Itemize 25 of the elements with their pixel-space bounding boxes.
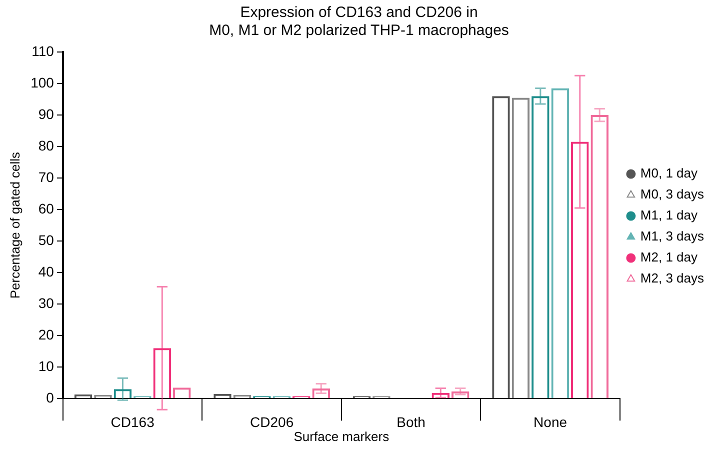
- x-axis-title: Surface markers: [294, 428, 390, 444]
- legend-label: M0, 1 day: [640, 166, 698, 181]
- y-tick-label: 50: [38, 232, 54, 248]
- y-tick-label: 80: [38, 137, 54, 154]
- y-tick-label: 10: [38, 358, 54, 374]
- x-tick-label: Both: [396, 414, 426, 430]
- x-tick-label: CD206: [250, 414, 294, 430]
- legend-label: M1, 3 days: [640, 228, 704, 244]
- x-tick-label: CD163: [110, 414, 155, 430]
- y-tick-label: 0: [46, 389, 54, 406]
- y-axis-title: Percentage of gated cells: [7, 151, 22, 299]
- y-tick-label: 60: [38, 200, 54, 216]
- y-tick-label: 30: [38, 294, 54, 311]
- y-tick-label: 110: [32, 42, 54, 59]
- x-tick-label: None: [534, 414, 568, 430]
- y-tick-label: 100: [30, 74, 54, 90]
- legend-label: M2, 1 day: [640, 250, 698, 265]
- y-tick-label: 40: [38, 263, 54, 280]
- y-tick-label: 90: [38, 106, 54, 122]
- chart-title: Expression of CD163 and CD206 in M0, M1 or M2 polarized THP-1 macrophages: [209, 4, 509, 40]
- legend-label: M2, 3 days: [640, 270, 704, 286]
- legend-label: M1, 1 day: [640, 208, 698, 223]
- y-tick-label: 20: [38, 326, 54, 342]
- y-tick-label: 70: [38, 168, 54, 185]
- legend-label: M0, 3 days: [640, 186, 704, 202]
